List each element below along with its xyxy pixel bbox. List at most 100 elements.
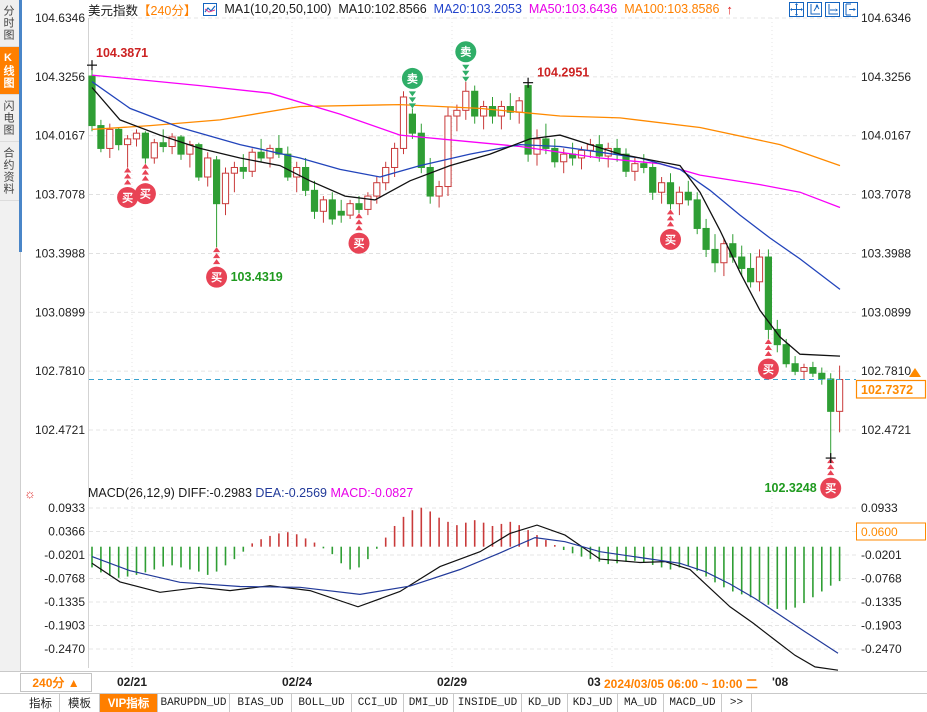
candle xyxy=(275,147,283,155)
candle xyxy=(782,344,790,365)
indicator-tab-bar: 指标 模板 VIP指标 BARUPDN_UD BIAS_UD BOLL_UD C… xyxy=(0,693,927,712)
price-annotation: 102.3248 xyxy=(765,481,817,495)
ma-line-ma50 xyxy=(91,74,841,209)
tab-barupdn-ud[interactable]: BARUPDN_UD xyxy=(158,694,230,712)
macd-tick-right: -0.1903 xyxy=(861,619,902,633)
pan-right-chart-icon[interactable] xyxy=(825,2,840,17)
buy-signal-badge[interactable] xyxy=(820,477,842,499)
candle xyxy=(346,203,354,216)
candle xyxy=(159,142,167,148)
tab-kd-ud[interactable]: KD_UD xyxy=(522,694,568,712)
hover-date-range: 2024/03/05 06:00 ~ 10:00 二 xyxy=(604,677,758,691)
period-selector[interactable]: 240分 ▲ xyxy=(20,673,92,692)
macd-right-tag-box xyxy=(856,522,926,541)
candle xyxy=(577,149,586,159)
candle xyxy=(809,367,817,374)
tab-templates[interactable]: 模板 xyxy=(60,694,100,712)
symbol-label: 美元指数 xyxy=(88,3,139,18)
candle xyxy=(738,256,746,269)
candle xyxy=(284,153,292,178)
candle xyxy=(230,166,239,174)
sell-signal-badge[interactable] xyxy=(455,41,477,63)
sidebar-item-contract-info[interactable]: 合约资料 xyxy=(0,142,21,201)
tab-bias-ud[interactable]: BIAS_UD xyxy=(230,694,292,712)
candle xyxy=(471,90,479,117)
buy-signal-badge[interactable] xyxy=(660,228,681,250)
tab-ma-ud[interactable]: MA_UD xyxy=(618,694,664,712)
current-price-layer: 102.7372 xyxy=(89,368,927,399)
tab-boll-ud[interactable]: BOLL_UD xyxy=(292,694,352,712)
macd-tick-left: 0.0933 xyxy=(48,501,85,515)
main-chart[interactable]: 104.6346 104.6346 104.3256 104.3256 104.0167… xyxy=(22,0,927,671)
price-tick-left: 104.3256 xyxy=(35,70,85,84)
candle xyxy=(533,138,541,155)
candle xyxy=(542,138,550,149)
price-annotation: 104.2951 xyxy=(537,66,589,80)
macd-tick-left: -0.2470 xyxy=(44,642,85,656)
tab-dmi-ud[interactable]: DMI_UD xyxy=(404,694,454,712)
candle xyxy=(836,378,844,412)
indicator-settings-icon[interactable]: ☼ xyxy=(24,486,36,501)
svg-text:卖: 卖 xyxy=(407,71,418,85)
candle xyxy=(426,166,434,197)
candle xyxy=(444,115,452,188)
candle xyxy=(702,227,710,250)
line-chart-icon[interactable] xyxy=(203,2,218,16)
xaxis-label-0229: 02/29 xyxy=(436,675,468,689)
candle xyxy=(391,147,399,168)
svg-text:卖: 卖 xyxy=(460,45,471,59)
period-tag: 【240分】 xyxy=(138,3,197,18)
signals-layer: 买买买买 买买买卖卖 xyxy=(117,41,842,499)
current-price-box xyxy=(855,379,927,399)
price-annotation: 103.4319 xyxy=(231,270,283,284)
buy-signal-badge[interactable] xyxy=(757,358,779,380)
zoom-in-chart-icon[interactable] xyxy=(807,2,822,17)
tab-more[interactable]: >> xyxy=(722,694,752,712)
crosshair-move-icon[interactable] xyxy=(789,2,804,17)
xaxis-label-0224: 02/24 xyxy=(281,675,313,689)
tab-cci-ud[interactable]: CCI_UD xyxy=(352,694,404,712)
current-price-value: 102.7372 xyxy=(861,383,913,397)
candle xyxy=(595,144,603,157)
candle xyxy=(168,136,176,148)
macd-tick-left: -0.1335 xyxy=(44,595,85,609)
candle xyxy=(319,199,327,212)
macd-tick-right: -0.1335 xyxy=(861,595,902,609)
candle xyxy=(551,147,559,163)
exit-fullscreen-icon[interactable] xyxy=(843,2,858,17)
buy-signal-badge[interactable] xyxy=(206,266,228,288)
ma-line-ma20 xyxy=(91,81,841,290)
sidebar-item-lightning-chart[interactable]: 闪电图 xyxy=(0,95,21,142)
candle xyxy=(488,106,497,117)
annotations-layer: 104.3871 104.2951 103.4319 102.3248 xyxy=(96,46,817,495)
markers-layer xyxy=(87,60,836,464)
tab-vip-indicators[interactable]: VIP指标 xyxy=(100,694,158,712)
candle xyxy=(560,153,568,163)
svg-text:买: 买 xyxy=(211,271,222,284)
ma10-value: MA10:102.8566 xyxy=(338,2,427,16)
candle xyxy=(506,106,514,113)
sidebar-item-kline-chart[interactable]: K线图 xyxy=(0,47,21,95)
buy-signal-badge[interactable] xyxy=(117,186,139,208)
ma-line-ma10 xyxy=(91,87,841,357)
candle xyxy=(106,128,114,149)
price-tick-left: 104.6346 xyxy=(35,11,85,25)
trend-up-arrow-icon: ↑ xyxy=(726,1,733,17)
chart-header: 美元指数【240分】 MA1(10,20,50,100) MA10:102.85… xyxy=(88,0,733,18)
candle xyxy=(213,159,221,205)
tab-macd-ud[interactable]: MACD_UD xyxy=(664,694,722,712)
tab-indicators[interactable]: 指标 xyxy=(22,694,60,712)
candle xyxy=(791,363,799,372)
sell-signal-badge[interactable] xyxy=(401,67,423,89)
candle xyxy=(417,132,425,168)
sidebar-item-time-chart[interactable]: 分时图 xyxy=(0,0,21,47)
candle xyxy=(604,147,612,157)
buy-signal-badge[interactable] xyxy=(348,232,370,254)
candle xyxy=(631,163,639,172)
tab-inside-ud[interactable]: INSIDE_UD xyxy=(454,694,522,712)
buy-signal-badge[interactable] xyxy=(134,183,156,205)
svg-text:买: 买 xyxy=(354,237,365,250)
price-tick-right: 102.7810 xyxy=(861,364,911,378)
tab-kdj-ud[interactable]: KDJ_UD xyxy=(568,694,618,712)
candle xyxy=(132,132,141,140)
